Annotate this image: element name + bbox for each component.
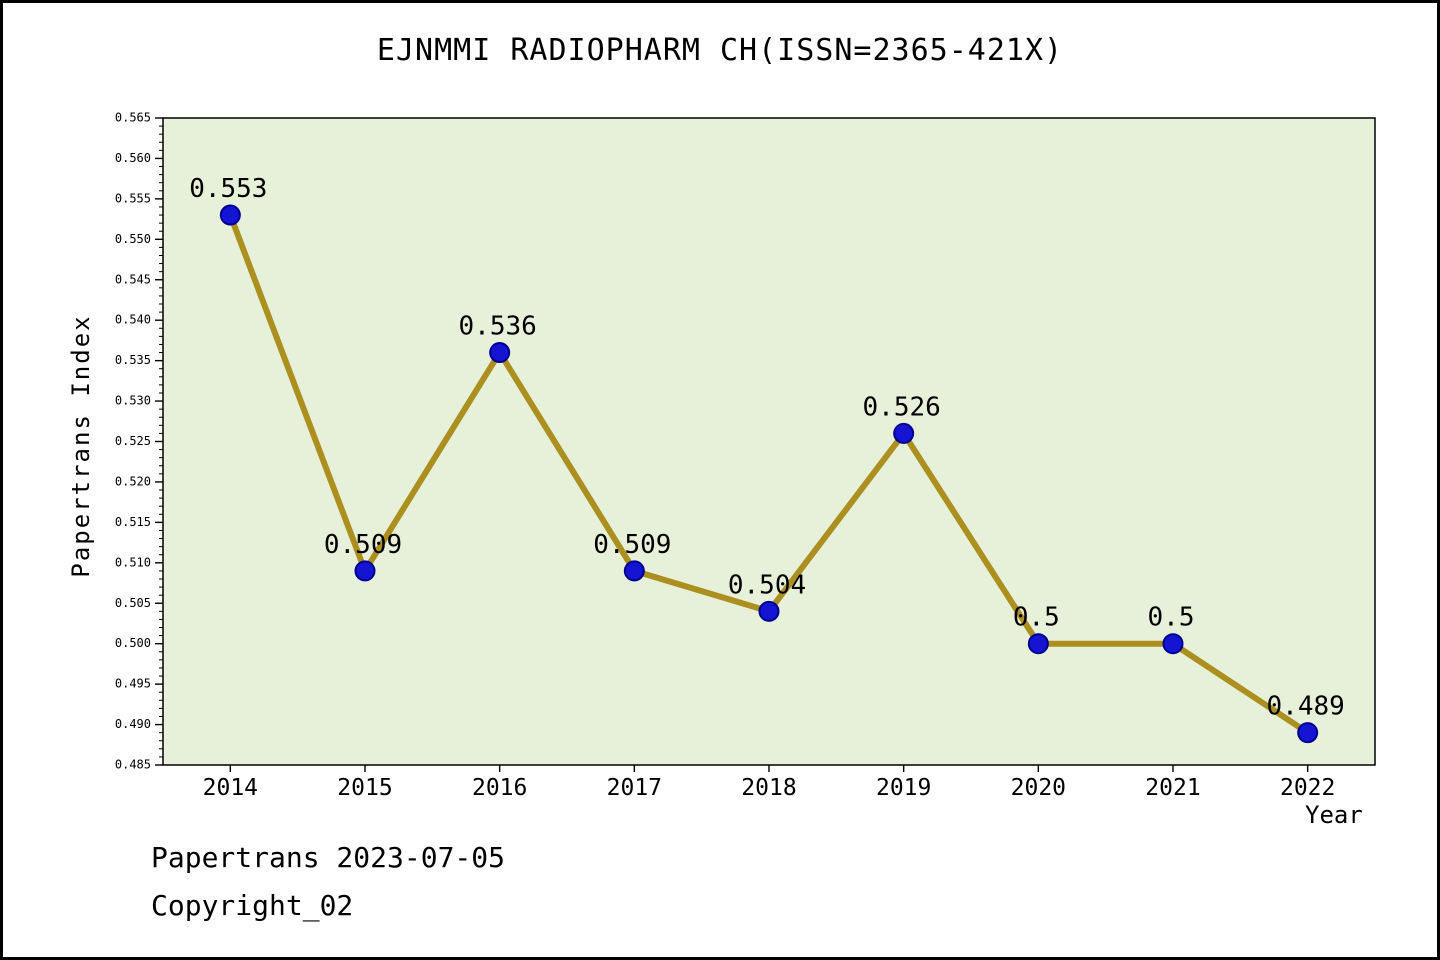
svg-text:0.530: 0.530 <box>115 394 151 408</box>
svg-text:0.536: 0.536 <box>459 312 537 342</box>
svg-text:0.489: 0.489 <box>1267 692 1345 722</box>
svg-text:2020: 2020 <box>1011 775 1066 801</box>
svg-text:2017: 2017 <box>607 775 662 801</box>
svg-text:2014: 2014 <box>203 775 258 801</box>
svg-text:0.553: 0.553 <box>189 174 267 204</box>
footer-date: Papertrans 2023-07-05 <box>151 841 506 874</box>
svg-text:0.550: 0.550 <box>115 232 151 246</box>
svg-text:0.500: 0.500 <box>115 636 151 650</box>
svg-text:2022: 2022 <box>1280 775 1335 801</box>
svg-text:0.505: 0.505 <box>115 596 151 610</box>
svg-text:0.525: 0.525 <box>115 434 151 448</box>
svg-text:0.526: 0.526 <box>863 392 941 422</box>
svg-text:0.504: 0.504 <box>728 570 806 600</box>
svg-text:0.510: 0.510 <box>115 555 151 569</box>
svg-text:0.495: 0.495 <box>115 677 151 691</box>
svg-text:2015: 2015 <box>337 775 392 801</box>
svg-text:0.5: 0.5 <box>1013 603 1060 633</box>
svg-text:0.509: 0.509 <box>324 530 402 560</box>
svg-text:2021: 2021 <box>1145 775 1200 801</box>
svg-text:2018: 2018 <box>741 775 796 801</box>
svg-text:0.535: 0.535 <box>115 353 151 367</box>
chart-title: EJNMMI RADIOPHARM CH(ISSN=2365-421X) <box>376 33 1064 68</box>
svg-text:0.520: 0.520 <box>115 474 151 488</box>
svg-text:0.5: 0.5 <box>1148 603 1195 633</box>
svg-text:0.515: 0.515 <box>115 515 151 529</box>
line-chart: 0.4850.4900.4950.5000.5050.5100.5150.520… <box>115 111 1376 801</box>
svg-text:0.490: 0.490 <box>115 717 151 731</box>
svg-text:0.565: 0.565 <box>115 111 151 125</box>
svg-text:0.485: 0.485 <box>115 758 151 772</box>
svg-text:2016: 2016 <box>472 775 527 801</box>
svg-text:0.509: 0.509 <box>593 530 671 560</box>
svg-text:0.555: 0.555 <box>115 191 151 205</box>
svg-text:0.545: 0.545 <box>115 272 151 286</box>
footer-copyright: Copyright_02 <box>151 889 354 922</box>
svg-text:0.560: 0.560 <box>115 151 151 165</box>
svg-text:2019: 2019 <box>876 775 931 801</box>
x-axis-label: Year <box>1305 801 1363 829</box>
svg-text:0.540: 0.540 <box>115 313 151 327</box>
